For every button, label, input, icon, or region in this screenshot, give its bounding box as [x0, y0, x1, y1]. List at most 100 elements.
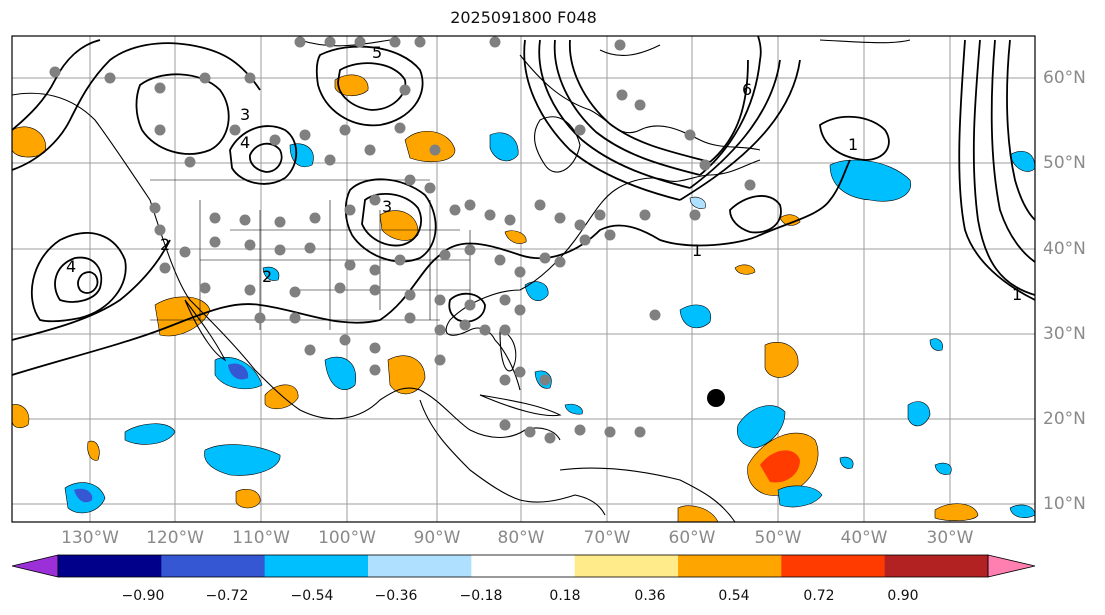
- station-dot: [499, 374, 511, 386]
- station-dot: [304, 344, 316, 356]
- cuba: [479, 394, 562, 417]
- station-dot: [104, 72, 116, 84]
- south-america-coast: [559, 467, 736, 522]
- station-dot: [499, 324, 511, 336]
- station-dot: [344, 204, 356, 216]
- contour-line: [54, 256, 103, 303]
- contour-line: [448, 292, 486, 323]
- station-dot: [339, 334, 351, 346]
- station-dot: [689, 209, 701, 221]
- contour-line: [819, 115, 890, 161]
- contour-line: [1006, 39, 1035, 221]
- station-dot: [244, 72, 256, 84]
- contour-line: [729, 195, 782, 234]
- station-dot: [484, 209, 496, 221]
- station-dot: [439, 249, 451, 261]
- anomaly-blob: [760, 450, 800, 483]
- lat-label: 10°N: [1043, 494, 1086, 514]
- station-dot: [394, 254, 406, 266]
- contour-line: [523, 39, 681, 201]
- anomaly-blob: [677, 505, 719, 522]
- station-dot: [244, 284, 256, 296]
- colorbar-swatch: [884, 555, 989, 577]
- station-dot: [274, 216, 286, 228]
- lon-label: 90°W: [413, 528, 461, 548]
- storm-center-marker: [707, 389, 725, 407]
- colorbar-swatch: [368, 555, 472, 577]
- station-dot: [324, 36, 336, 48]
- colorbar-extend-arrow: [987, 554, 1036, 578]
- contour-label: 2: [160, 235, 170, 254]
- colorbar-tick-label: 0.36: [634, 588, 666, 604]
- contour-label: 4: [240, 133, 250, 152]
- station-dot: [389, 36, 401, 48]
- lon-label: 30°W: [926, 528, 974, 548]
- station-dot: [424, 182, 436, 194]
- anomaly-blob: [737, 405, 786, 449]
- station-dot: [184, 156, 196, 168]
- lon-label: 120°W: [146, 528, 204, 548]
- colorbar-tick-label: −0.18: [459, 588, 503, 604]
- station-dot: [239, 214, 251, 226]
- contour-line: [229, 125, 298, 185]
- station-dot: [369, 364, 381, 376]
- contour-line: [337, 62, 407, 111]
- contour-line: [12, 39, 1035, 376]
- station-dot: [544, 432, 556, 444]
- contour-label: 5: [372, 43, 382, 62]
- canada-arctic-coast: [299, 39, 761, 151]
- station-dot: [274, 244, 286, 256]
- contour-line: [30, 232, 127, 323]
- station-dot: [299, 129, 311, 141]
- lon-label: 80°W: [497, 528, 545, 548]
- station-dot: [499, 419, 511, 431]
- anomaly-blob: [764, 342, 799, 378]
- contour-line: [709, 59, 749, 163]
- anomaly-blob: [929, 338, 943, 351]
- station-dot: [539, 374, 551, 386]
- station-dot: [604, 426, 616, 438]
- station-dot: [514, 366, 526, 378]
- station-dot: [574, 124, 586, 136]
- station-dot: [639, 209, 651, 221]
- station-dot: [634, 426, 646, 438]
- station-dot: [464, 299, 476, 311]
- map-frame: [11, 35, 1036, 523]
- anomaly-blob: [689, 196, 706, 209]
- station-dot: [244, 239, 256, 251]
- lat-label: 50°N: [1043, 153, 1086, 173]
- station-dot: [429, 144, 441, 156]
- station-dot: [499, 294, 511, 306]
- station-dot: [179, 246, 191, 258]
- anomaly-blob: [74, 488, 93, 503]
- anomaly-blob: [777, 485, 823, 508]
- station-dot: [269, 134, 281, 146]
- station-dot: [534, 199, 546, 211]
- anomaly-blob: [324, 356, 357, 390]
- anomaly-blob: [679, 304, 712, 329]
- contour-label: 6: [742, 80, 752, 99]
- contour-line: [699, 36, 762, 176]
- contour-line: [553, 39, 701, 176]
- lat-label: 20°N: [1043, 409, 1086, 429]
- graticule: [12, 36, 1035, 522]
- station-dot: [634, 99, 646, 111]
- station-dot: [404, 289, 416, 301]
- anomaly-blob: [839, 456, 854, 469]
- contour-line: [315, 45, 424, 127]
- colorbar-swatch: [471, 555, 576, 577]
- station-dot: [229, 124, 241, 136]
- station-dot: [404, 312, 416, 324]
- anomaly-blob: [934, 503, 979, 521]
- station-dot: [434, 324, 446, 336]
- station-dot: [574, 424, 586, 436]
- station-dot: [394, 122, 406, 134]
- station-dot: [209, 212, 221, 224]
- anomaly-blob: [228, 363, 249, 380]
- station-dot: [434, 294, 446, 306]
- station-dot: [434, 354, 446, 366]
- contour-label: 3: [382, 197, 392, 216]
- colorbar: [11, 554, 1036, 578]
- contour-line: [689, 59, 781, 189]
- station-dot: [594, 209, 606, 221]
